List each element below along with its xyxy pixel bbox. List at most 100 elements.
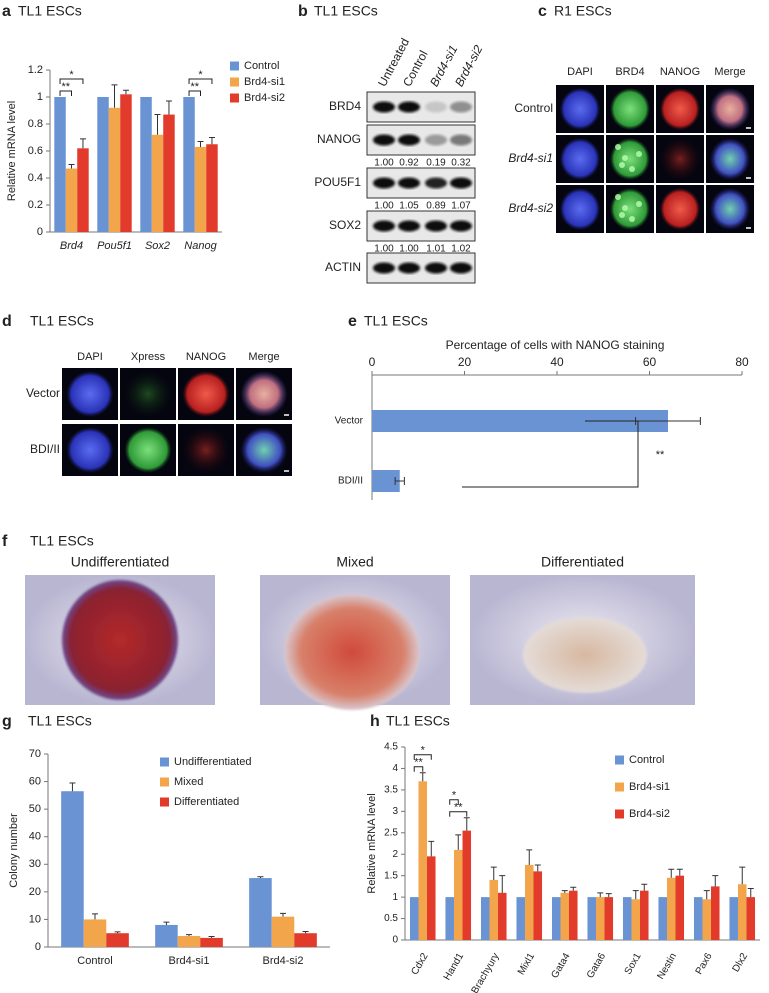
significance-label: ** [190, 81, 199, 93]
legend-label: Brd4-si2 [244, 92, 285, 104]
nucleus-spot [622, 205, 628, 211]
cell-colony [659, 137, 701, 181]
band [425, 220, 447, 232]
cell-colony [559, 87, 601, 131]
significance-label: * [198, 69, 203, 81]
error-bar [676, 868, 683, 876]
error-bar [280, 912, 286, 917]
bar [427, 856, 436, 940]
cell-colony [240, 427, 288, 473]
bar [498, 892, 507, 940]
panel-label: b [298, 3, 308, 20]
column-label: BRD4 [615, 66, 644, 78]
bar [675, 875, 685, 940]
panel-label: c [538, 3, 547, 20]
panel-title: TL1 ESCs [364, 313, 428, 329]
column-label: NANOG [660, 66, 700, 78]
row-label: Vector [26, 386, 60, 400]
cell-colony [709, 87, 751, 131]
bar [140, 97, 152, 232]
bar [108, 107, 121, 232]
band [373, 177, 395, 189]
error-bar [526, 849, 533, 865]
error-bar [703, 890, 710, 900]
bar [595, 897, 605, 940]
bar [151, 134, 164, 232]
error-bar [747, 888, 754, 898]
error-bar [197, 141, 204, 147]
bar [418, 781, 428, 940]
significance-bracket [188, 90, 201, 96]
cell-colony [182, 427, 230, 473]
column-label: NANOG [186, 351, 226, 363]
y-tick-label: 2.5 [384, 827, 398, 838]
x-tick-label: Brd4-si2 [263, 955, 304, 967]
legend-label: Control [244, 60, 279, 72]
legend-swatch [230, 61, 239, 71]
legend-label: Brd4-si1 [244, 76, 285, 88]
panel-label: f [2, 533, 8, 550]
bar [480, 897, 490, 940]
y-tick-label: 0.4 [28, 172, 43, 184]
error-bar [69, 782, 76, 792]
bar [65, 168, 78, 232]
y-tick-label: 0 [37, 226, 43, 238]
error-bar [257, 876, 264, 879]
bar [194, 146, 207, 232]
band [398, 134, 420, 146]
quantification: 1.00 [374, 201, 394, 212]
cell-colony [182, 371, 230, 417]
error-bar [455, 834, 462, 850]
quantification: 1.05 [399, 201, 419, 212]
bar [249, 878, 272, 947]
band [373, 134, 395, 146]
band [450, 177, 472, 189]
cell-colony [559, 137, 601, 181]
significance-label: ** [454, 802, 463, 814]
column-label: DAPI [77, 351, 103, 363]
column-label: DAPI [567, 66, 593, 78]
band [450, 220, 472, 232]
legend-swatch [160, 797, 169, 807]
band [398, 101, 420, 113]
row-label: NANOG [317, 132, 361, 146]
legend-swatch [615, 782, 624, 792]
y-tick-label: BDI/II [338, 476, 363, 487]
x-tick-label: Hand1 [442, 951, 466, 982]
nucleus-spot [615, 194, 621, 200]
quantification: 0.32 [451, 158, 471, 169]
bar [631, 899, 641, 940]
colony [62, 580, 178, 700]
panel-label: d [2, 313, 12, 330]
x-tick-label: Gata6 [585, 951, 608, 980]
bar [587, 897, 596, 940]
x-tick-label: Brachyury [470, 951, 502, 993]
bar [453, 849, 463, 940]
legend-label: Undifferentiated [174, 756, 251, 768]
significance-bracket [449, 799, 459, 805]
bar [604, 897, 614, 940]
error-bar [114, 931, 121, 934]
panel-title: R1 ESCs [554, 3, 612, 19]
bar [83, 919, 107, 947]
significance-bracket [188, 78, 213, 84]
y-tick-label: 60 [29, 775, 41, 787]
band [425, 262, 447, 274]
bar [516, 897, 525, 940]
legend-swatch [160, 777, 169, 787]
bar [533, 871, 543, 940]
nucleus-spot [615, 144, 621, 150]
error-bar [394, 477, 405, 485]
column-label: Merge [248, 351, 279, 363]
cell-colony [124, 371, 172, 417]
quantification: 1.00 [374, 158, 394, 169]
bar [640, 890, 649, 940]
band [373, 101, 395, 113]
y-tick-label: 1 [392, 892, 398, 903]
legend-swatch [615, 809, 624, 819]
quantification: 1.02 [451, 244, 471, 255]
x-tick-label: 60 [643, 355, 657, 369]
x-tick-label: Control [77, 955, 112, 967]
significance-label: ** [61, 81, 70, 93]
